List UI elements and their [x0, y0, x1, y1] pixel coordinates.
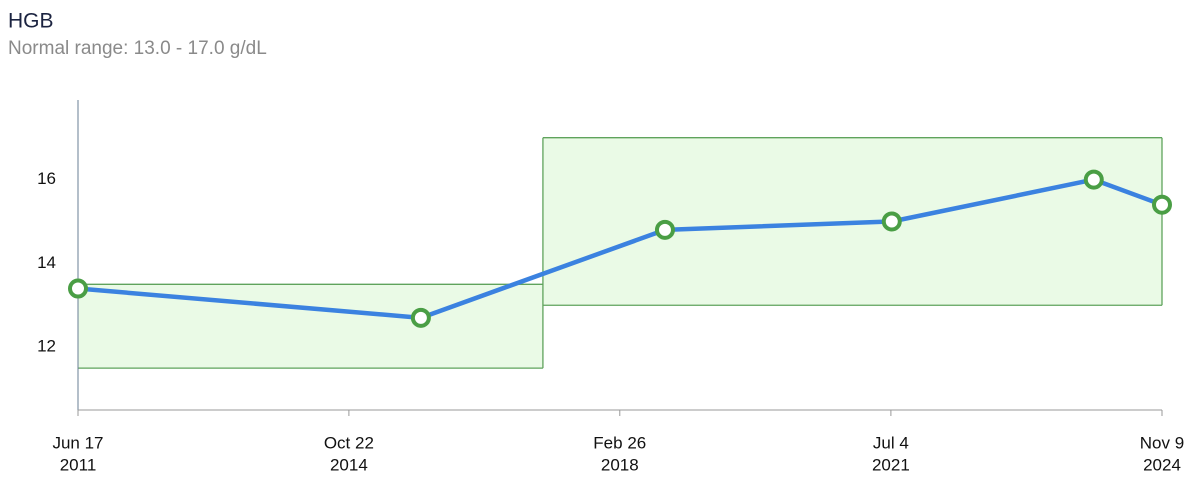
- data-point: [654, 219, 675, 240]
- data-point: [410, 307, 431, 328]
- y-tick-label: 16: [37, 169, 56, 188]
- chart-subtitle: Normal range: 13.0 - 17.0 g/dL: [8, 38, 267, 59]
- x-tick-label: Oct 22: [324, 433, 374, 452]
- x-tick-label: 2011: [60, 455, 97, 474]
- y-tick-label: 14: [37, 253, 56, 272]
- data-point: [881, 211, 902, 232]
- data-line: [77, 177, 1163, 321]
- x-tick-label: Jul 4: [873, 433, 909, 452]
- normal-range-outline: [78, 137, 1163, 369]
- chart-title: HGB: [8, 10, 54, 33]
- data-point: [1083, 169, 1104, 190]
- x-tick-label: Nov 9: [1140, 433, 1184, 452]
- x-tick-label: 2024: [1143, 455, 1181, 474]
- normal-range: [78, 284, 543, 369]
- y-tick-label: 12: [37, 337, 56, 356]
- data-point: [68, 278, 88, 299]
- x-tick-label: 2018: [601, 455, 639, 474]
- x-tick-label: 2014: [330, 455, 368, 474]
- data-point: [1152, 194, 1172, 215]
- x-tick-label: 2021: [872, 455, 910, 474]
- x-tick-label: Feb 26: [593, 433, 646, 452]
- x-tick-label: Jun 17: [52, 433, 103, 452]
